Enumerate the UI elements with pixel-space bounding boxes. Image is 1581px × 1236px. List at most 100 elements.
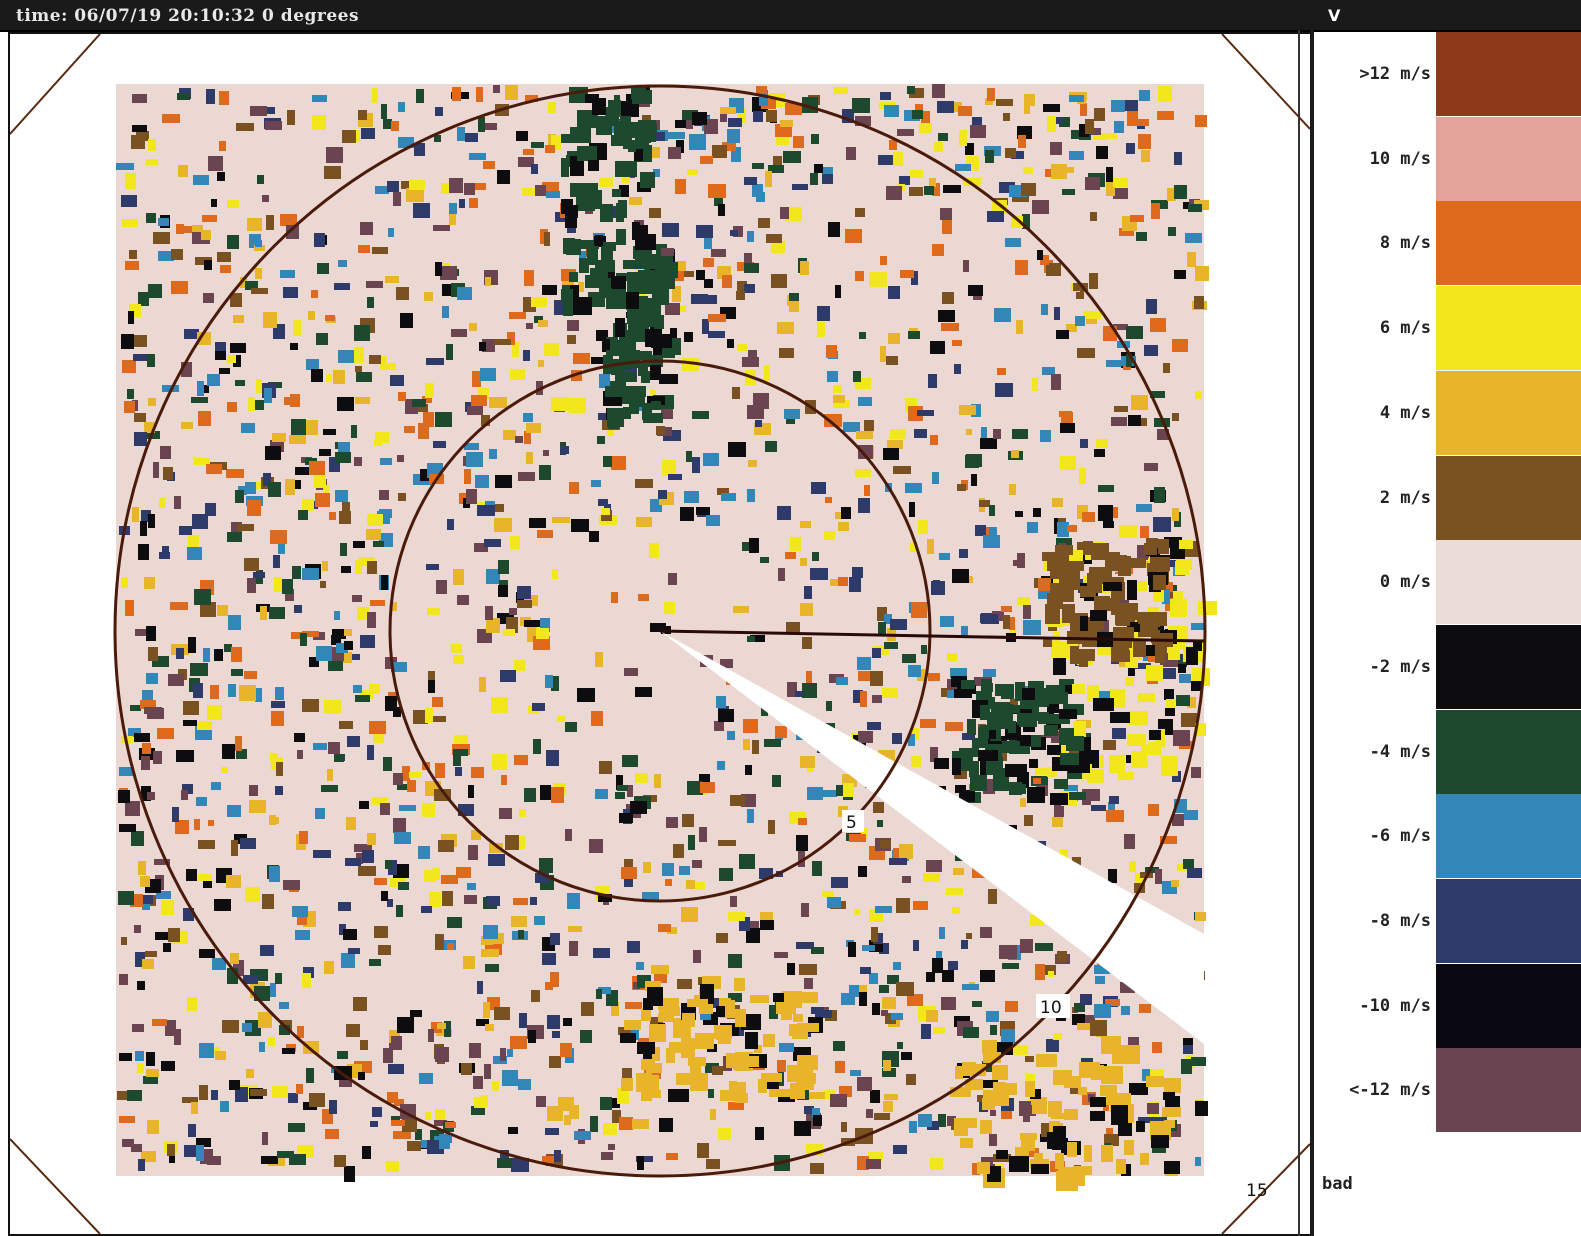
radar-echo-cell (1033, 778, 1041, 784)
radar-echo-cell (194, 819, 200, 830)
radar-echo-cell (983, 669, 996, 677)
radar-echo-cell (985, 150, 994, 163)
radar-echo-cell (1083, 311, 1101, 319)
radar-echo-cell (1060, 456, 1076, 470)
radar-echo-cell (269, 607, 285, 619)
radar-echo-cell (858, 498, 870, 513)
radar-echo-cell (229, 1080, 240, 1090)
radar-echo-cell (380, 803, 390, 815)
radar-echo-cell (682, 814, 694, 827)
radar-echo-cell (340, 543, 347, 556)
radar-echo-cell (811, 1007, 824, 1014)
legend-row: 8 m/s (1314, 201, 1581, 286)
radar-echo-cell (900, 270, 914, 278)
radar-echo-cell (747, 405, 764, 419)
radar-echo-cell (800, 261, 809, 275)
radar-echo-cell (160, 446, 171, 459)
radar-echo-cell (573, 353, 590, 364)
radar-echo-cell (1140, 526, 1149, 538)
legend-label: 4 m/s (1380, 403, 1431, 423)
radar-echo-cell (1029, 759, 1038, 768)
radar-echo-cell (224, 644, 232, 652)
radar-echo-cell (587, 249, 598, 265)
radar-echo-cell (163, 467, 173, 480)
radar-echo-cell (1001, 1029, 1015, 1043)
radar-echo-cell (485, 277, 491, 286)
radar-echo-cell (908, 665, 921, 677)
radar-echo-cell (313, 850, 331, 858)
radar-echo-cell (712, 145, 727, 158)
radar-echo-cell (1146, 538, 1158, 548)
radar-echo-cell (1002, 963, 1019, 969)
radar-echo-cell (203, 648, 210, 662)
radar-echo-cell (379, 490, 389, 500)
radar-echo-cell (174, 1029, 181, 1045)
radar-echo-cell (615, 161, 637, 177)
radar-echo-cell (635, 351, 652, 360)
radar-echo-cell (275, 973, 282, 984)
radar-echo-cell (1079, 468, 1086, 484)
radar-echo-cell (1127, 580, 1137, 600)
radar-echo-cell (629, 197, 642, 205)
radar-echo-cell (250, 106, 267, 116)
radar-echo-cell (343, 652, 352, 663)
radar-echo-cell (1168, 227, 1176, 236)
radar-echo-cell (561, 134, 570, 143)
radar-echo-cell (619, 1117, 633, 1130)
radar-echo-cell (215, 342, 226, 351)
radar-echo-cell (704, 279, 713, 288)
radar-canvas[interactable]: 5 10 15 (10, 34, 1312, 1234)
radar-echo-cell (157, 728, 174, 739)
radar-echo-cell (245, 482, 256, 494)
radar-echo-cell (119, 767, 133, 776)
radar-echo-cell (300, 633, 307, 646)
radar-echo-cell (230, 343, 246, 353)
radar-echo-cell (585, 275, 606, 288)
radar-echo-cell (1096, 146, 1108, 159)
radar-echo-cell (172, 807, 179, 822)
radar-echo-cell (867, 722, 881, 730)
radar-echo-cell (222, 744, 235, 759)
radar-echo-cell (291, 419, 306, 435)
legend-swatch (1436, 710, 1581, 794)
radar-echo-cell (636, 137, 649, 149)
radar-echo-cell (665, 879, 672, 886)
radar-echo-cell (769, 1089, 790, 1097)
legend-swatch (1436, 625, 1581, 709)
radar-echo-cell (811, 482, 826, 494)
radar-echo-cell (280, 270, 295, 278)
radar-echo-cell (1055, 1153, 1064, 1169)
radar-echo-cell (1016, 320, 1023, 334)
radar-echo-cell (294, 733, 305, 742)
radar-echo-cell (270, 530, 287, 544)
radar-echo-cell (897, 1042, 903, 1049)
radar-echo-cell (785, 552, 796, 559)
radar-echo-cell (528, 1030, 536, 1043)
radar-echo-cell (603, 456, 612, 467)
radar-velocity-plot[interactable]: 5 10 15 (8, 32, 1314, 1236)
radar-echo-cell (455, 767, 462, 776)
radar-echo-cell (978, 750, 998, 761)
radar-echo-cell (293, 320, 301, 336)
radar-echo-cell (931, 581, 945, 595)
radar-echo-cell (314, 233, 325, 247)
radar-echo-cell (852, 567, 863, 578)
radar-echo-cell (589, 531, 599, 542)
radar-echo-cell (962, 984, 979, 990)
radar-echo-cell (773, 993, 784, 1002)
radar-echo-cell (980, 1120, 992, 1134)
radar-echo-cell (646, 1063, 662, 1073)
radar-echo-cell (596, 989, 602, 999)
radar-echo-cell (595, 652, 603, 667)
radar-echo-cell (1015, 260, 1028, 275)
radar-echo-cell (1111, 650, 1130, 662)
radar-echo-cell (994, 308, 1011, 322)
radar-echo-cell (886, 356, 898, 365)
radar-echo-cell (1050, 793, 1068, 805)
radar-echo-cell (383, 1048, 393, 1063)
radar-echo-cell (148, 398, 156, 406)
radar-echo-cell (494, 339, 511, 345)
radar-echo-cell (367, 297, 374, 308)
radar-echo-cell (510, 369, 525, 380)
radar-echo-cell (638, 594, 649, 601)
